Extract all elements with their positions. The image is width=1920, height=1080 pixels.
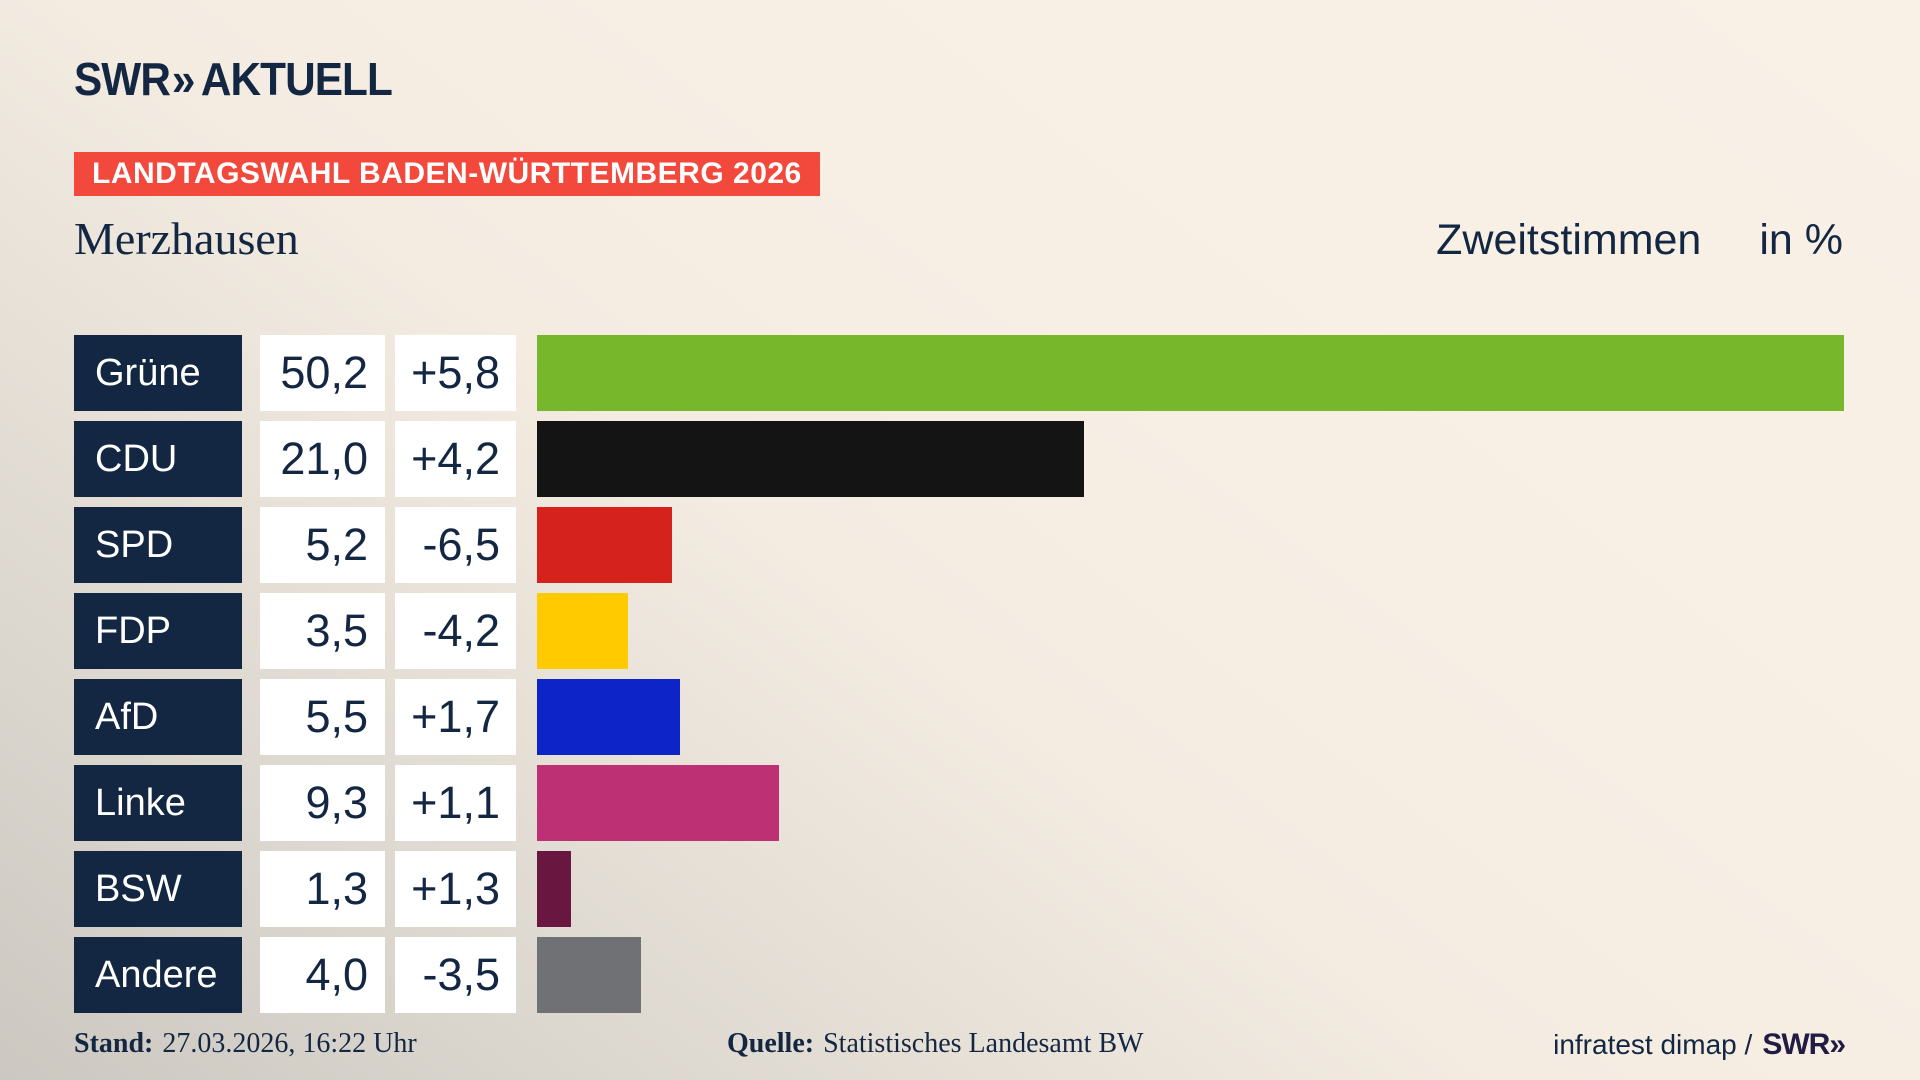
- party-value: 9,3: [260, 765, 385, 841]
- bar-track: [537, 851, 1844, 927]
- chart-row: SPD 5,2 -6,5: [74, 507, 1844, 583]
- stand-timestamp: Stand: 27.03.2026, 16:22 Uhr: [74, 1028, 417, 1060]
- election-banner: LANDTAGSWAHL BADEN-WÜRTTEMBERG 2026: [74, 152, 820, 196]
- logo-swr-text: SWR: [74, 53, 171, 105]
- party-change: +1,1: [395, 765, 516, 841]
- party-value: 5,5: [260, 679, 385, 755]
- chart-row: BSW 1,3 +1,3: [74, 851, 1844, 927]
- party-change: +1,7: [395, 679, 516, 755]
- party-bar: [537, 335, 1844, 411]
- bar-track: [537, 593, 1844, 669]
- party-change: -4,2: [395, 593, 516, 669]
- party-value: 21,0: [260, 421, 385, 497]
- party-change: -6,5: [395, 507, 516, 583]
- party-change: +4,2: [395, 421, 516, 497]
- source: Quelle: Statistisches Landesamt BW: [727, 1028, 1143, 1060]
- party-bar: [537, 937, 642, 1013]
- chart-row: AfD 5,5 +1,7: [74, 679, 1844, 755]
- swr-logo-small: SWR»: [1762, 1028, 1846, 1062]
- stand-label: Stand:: [74, 1028, 154, 1059]
- source-value: Statistisches Landesamt BW: [823, 1028, 1144, 1059]
- chart-row: CDU 21,0 +4,2: [74, 421, 1844, 497]
- bar-track: [537, 507, 1844, 583]
- swr-aktuell-logo: SWR» AKTUELL: [74, 52, 393, 106]
- source-label: Quelle:: [727, 1028, 815, 1059]
- bar-track: [537, 679, 1844, 755]
- credit-swr-text: SWR: [1762, 1028, 1830, 1061]
- bar-track: [537, 765, 1844, 841]
- bar-track: [537, 335, 1844, 411]
- chart-row: Linke 9,3 +1,1: [74, 765, 1844, 841]
- credit-text: infratest dimap /: [1553, 1029, 1753, 1060]
- party-label: AfD: [74, 679, 242, 755]
- bar-chart: Grüne 50,2 +5,8 CDU 21,0 +4,2 SPD 5,2 -6…: [74, 335, 1844, 1023]
- subtitle-label: Zweitstimmen: [1436, 216, 1702, 264]
- page-title: Merzhausen: [74, 213, 299, 264]
- party-label: CDU: [74, 421, 242, 497]
- party-bar: [537, 421, 1084, 497]
- party-label: Linke: [74, 765, 242, 841]
- stand-value: 27.03.2026, 16:22 Uhr: [162, 1028, 417, 1059]
- logo-aktuell-text: AKTUELL: [200, 53, 393, 105]
- party-value: 3,5: [260, 593, 385, 669]
- credit-chevrons-icon: »: [1829, 1028, 1846, 1061]
- subtitle-unit: in %: [1759, 216, 1843, 264]
- party-bar: [537, 851, 571, 927]
- party-label: Andere: [74, 937, 242, 1013]
- party-bar: [537, 593, 629, 669]
- party-change: -3,5: [395, 937, 516, 1013]
- party-change: +5,8: [395, 335, 516, 411]
- chart-row: Grüne 50,2 +5,8: [74, 335, 1844, 411]
- party-label: Grüne: [74, 335, 242, 411]
- credit: infratest dimap / SWR»: [1553, 1028, 1846, 1062]
- logo-chevrons-icon: »: [171, 53, 195, 105]
- title-row: Merzhausen Zweitstimmen in %: [74, 212, 1843, 265]
- chart-row: FDP 3,5 -4,2: [74, 593, 1844, 669]
- party-bar: [537, 765, 780, 841]
- bar-track: [537, 421, 1844, 497]
- footer: Stand: 27.03.2026, 16:22 Uhr Quelle: Stati…: [74, 1028, 1846, 1068]
- party-value: 50,2: [260, 335, 385, 411]
- party-bar: [537, 507, 673, 583]
- party-change: +1,3: [395, 851, 516, 927]
- party-value: 4,0: [260, 937, 385, 1013]
- bar-track: [537, 937, 1844, 1013]
- party-label: FDP: [74, 593, 242, 669]
- party-label: SPD: [74, 507, 242, 583]
- chart-row: Andere 4,0 -3,5: [74, 937, 1844, 1013]
- party-bar: [537, 679, 681, 755]
- party-label: BSW: [74, 851, 242, 927]
- subtitle: Zweitstimmen in %: [1436, 216, 1843, 265]
- party-value: 1,3: [260, 851, 385, 927]
- party-value: 5,2: [260, 507, 385, 583]
